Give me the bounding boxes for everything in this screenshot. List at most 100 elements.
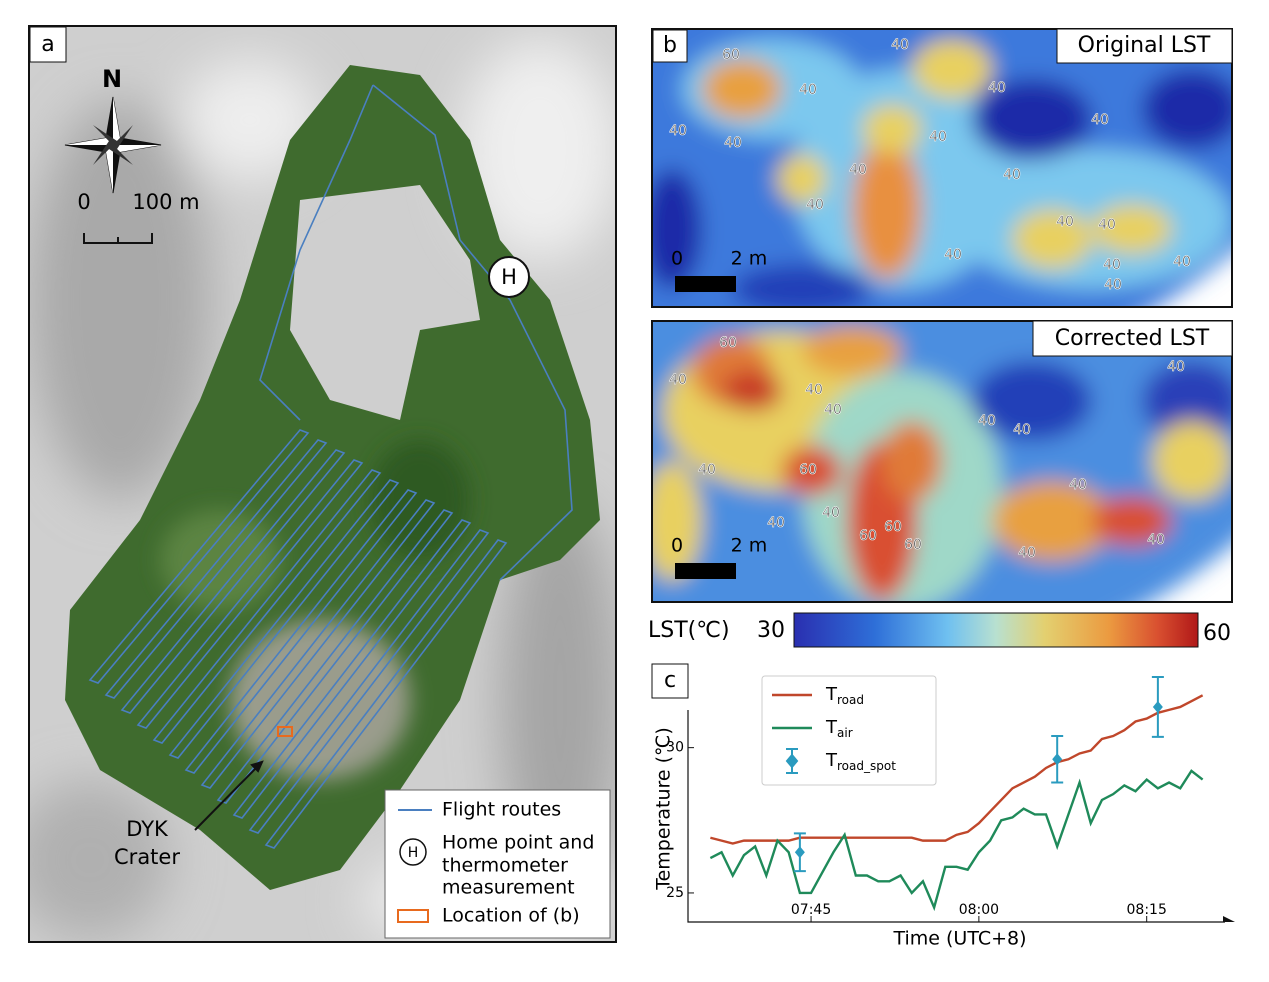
- scale-label: 0: [671, 535, 683, 557]
- heat-blob: [1092, 496, 1172, 546]
- x-axis-label: Time (UTC+8): [892, 928, 1026, 950]
- legend-label: Troad: [825, 684, 864, 707]
- heat-blob: [862, 104, 922, 154]
- contour-label: 60: [799, 462, 817, 478]
- legend-name: T: [825, 717, 838, 738]
- contour-label: 40: [1069, 477, 1087, 493]
- contour-label: 60: [904, 537, 922, 553]
- colorbar-label: LST(℃): [648, 618, 730, 643]
- heat-blob: [972, 361, 1092, 441]
- heat-blob: [732, 264, 872, 307]
- north-label: N: [102, 65, 122, 93]
- heat-blob: [882, 421, 942, 501]
- legend-swatch: [785, 748, 799, 774]
- contour-label: 40: [799, 82, 817, 98]
- axis-arrow: [1223, 916, 1235, 922]
- heat-blob: [1142, 69, 1232, 149]
- series-line: [710, 694, 1204, 845]
- contour-label: 40: [1167, 359, 1185, 375]
- contour-label: 40: [849, 162, 867, 178]
- scale-label: 2 m: [731, 535, 768, 557]
- legend: [761, 675, 937, 786]
- panel-label: a: [41, 32, 54, 57]
- contour-label: 40: [1098, 217, 1116, 233]
- contour-label: 40: [824, 402, 842, 418]
- x-tick-label: 07:45: [791, 902, 831, 918]
- contour-label: 40: [806, 197, 824, 213]
- panel-label: c: [664, 668, 676, 693]
- spot-point: [1052, 753, 1063, 766]
- contour-label: 40: [978, 413, 996, 429]
- heat-blob: [1092, 204, 1172, 254]
- colorbar: [793, 612, 1199, 648]
- series-line: [709, 769, 1204, 912]
- legend-label: Home point and: [442, 832, 594, 854]
- legend-subscript: road: [837, 693, 864, 707]
- heat-blob: [782, 446, 842, 496]
- heat-blob: [722, 371, 782, 411]
- compass: [64, 96, 162, 194]
- contour-label: 40: [822, 505, 840, 521]
- scale-bar: [83, 233, 153, 244]
- heat-blob: [702, 59, 782, 119]
- heat-blob: [1152, 421, 1232, 501]
- contour-label: 40: [1091, 112, 1109, 128]
- legend-label: measurement: [442, 877, 575, 899]
- panel-label: b: [663, 33, 677, 58]
- contour-label: 60: [859, 528, 877, 544]
- home-point: [488, 256, 530, 298]
- legend-subscript: air: [837, 726, 853, 740]
- y-axis-label: Temperature (℃): [653, 727, 675, 891]
- colorbar-max: 60: [1203, 621, 1231, 646]
- colorbar-min: 30: [757, 618, 785, 643]
- contour-label: 40: [1147, 532, 1165, 548]
- scale-label: 0: [671, 248, 683, 270]
- spot-point: [1152, 700, 1163, 713]
- contour-label: 40: [988, 80, 1006, 96]
- contour-label: 40: [1003, 167, 1021, 183]
- contour-label: 40: [1056, 214, 1074, 230]
- scale-label: 100 m: [132, 190, 199, 214]
- contour-label: 40: [1013, 422, 1031, 438]
- heat-blob: [992, 481, 1112, 561]
- panel-c: c 25 30 07:45 08:00 08:15 Time (UTC+8) Tempera…: [651, 663, 1235, 950]
- y-tick-label: 30: [666, 740, 684, 756]
- heatmap: [652, 29, 1232, 307]
- contour-label: 60: [884, 519, 902, 535]
- heat-blob: [777, 154, 827, 204]
- contour-label: 40: [891, 37, 909, 53]
- contour-label: 40: [1018, 545, 1036, 561]
- annotation: Crater: [114, 845, 180, 869]
- annotation-arrow: [194, 760, 264, 831]
- map-title: Original LST: [1078, 33, 1211, 58]
- legend-label: Tair: [825, 717, 853, 740]
- scale-label: 2 m: [731, 248, 768, 270]
- contour-label: 40: [1104, 277, 1122, 293]
- heat-blob: [912, 39, 992, 99]
- panel-a: N 0 100 m H DYK Crater Flight routes H H…: [28, 25, 617, 943]
- contour-label: 40: [944, 247, 962, 263]
- contour-label: 40: [698, 462, 716, 478]
- legend-label: thermometer: [442, 855, 568, 877]
- contour-label: 40: [1103, 257, 1121, 273]
- legend-label: Troad_spot: [825, 750, 896, 773]
- location-box: [277, 726, 293, 737]
- contour-label: 60: [719, 335, 737, 351]
- heat-blob: [652, 461, 702, 581]
- contour-label: 40: [669, 123, 687, 139]
- legend: [384, 789, 611, 939]
- contour-label: 40: [724, 135, 742, 151]
- scale-label: 0: [77, 190, 90, 214]
- heat-blob: [972, 79, 1092, 159]
- y-tick-label: 25: [666, 885, 684, 901]
- heat-blob: [652, 169, 702, 289]
- heat-blob: [1012, 209, 1092, 269]
- annotation: DYK: [126, 817, 169, 841]
- contour-label: 60: [722, 47, 740, 63]
- panel-b: 60 40 40 40 40 40 40 40 40 40 40 40 40 40 40 40 40 60 40 4…: [648, 28, 1233, 648]
- legend-name: T: [825, 750, 838, 771]
- heat-blob: [852, 139, 922, 279]
- contour-label: 40: [805, 382, 823, 398]
- map-title: Corrected LST: [1055, 326, 1210, 351]
